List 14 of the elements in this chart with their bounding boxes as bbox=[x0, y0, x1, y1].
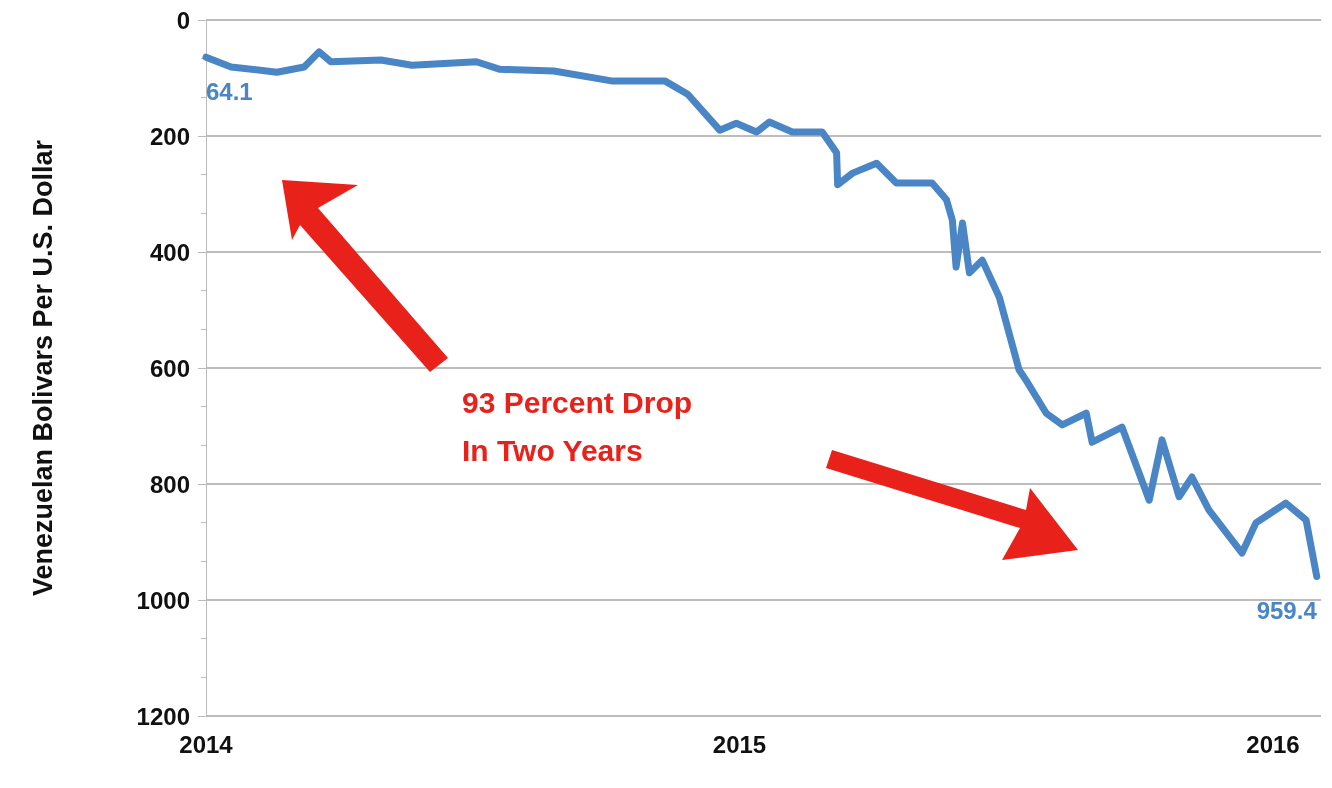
y-tick-label: 1200 bbox=[136, 702, 190, 730]
y-tick-label: 400 bbox=[149, 238, 190, 266]
y-tick-label: 800 bbox=[149, 470, 190, 498]
y-tick-label: 200 bbox=[149, 122, 190, 150]
data-label: 959.4 bbox=[1256, 596, 1318, 624]
y-tick-label: 0 bbox=[176, 6, 190, 34]
data-label: 64.1 bbox=[206, 77, 253, 105]
y-axis-title: Venezuelan Bolivars Per U.S. Dollar bbox=[27, 139, 58, 597]
x-tick-label: 2016 bbox=[1246, 730, 1300, 758]
y-tick-label: 1000 bbox=[136, 586, 190, 614]
x-tick-label: 2015 bbox=[712, 730, 767, 758]
annotation: 93 Percent Drop In Two Years bbox=[462, 385, 693, 467]
y-tick-label: 600 bbox=[149, 354, 190, 382]
x-tick-label: 2014 bbox=[179, 730, 234, 758]
